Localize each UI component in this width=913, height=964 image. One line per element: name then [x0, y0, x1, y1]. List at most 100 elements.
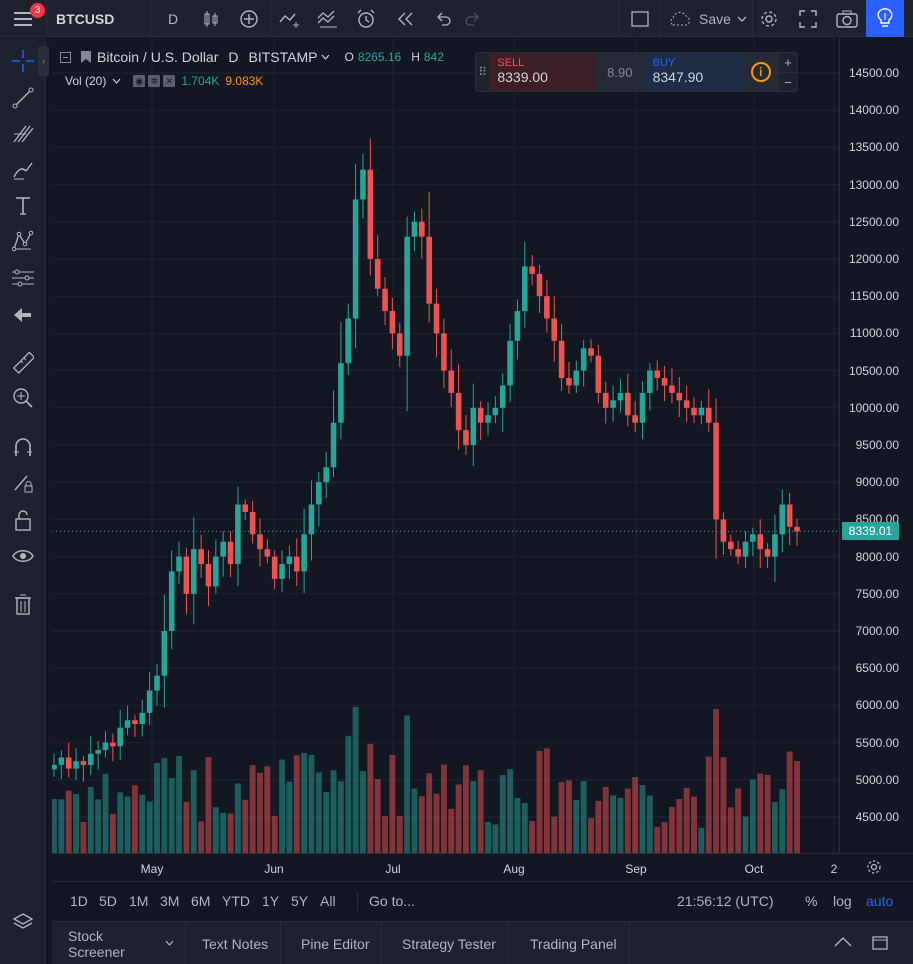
time-tick-label: Aug	[503, 862, 525, 876]
range-5y[interactable]: 5Y	[291, 893, 309, 909]
crosshair-tool[interactable]	[0, 46, 46, 76]
info-button[interactable]: i	[743, 53, 778, 91]
text-tool[interactable]	[0, 191, 46, 221]
hide-drawings-tool[interactable]	[0, 541, 46, 571]
volume-bar	[624, 788, 631, 853]
tab-label: Text Notes	[202, 935, 269, 952]
sell-button[interactable]: SELL 8339.00	[489, 53, 596, 91]
volume-bar	[588, 817, 594, 853]
buy-button[interactable]: BUY 8347.90	[644, 53, 744, 91]
measure-tool[interactable]	[0, 348, 46, 378]
object-tree-icon[interactable]	[12, 912, 34, 934]
candle-body	[124, 720, 131, 728]
undo-icon	[437, 12, 451, 26]
square-layout-icon	[631, 10, 649, 27]
indicators-button[interactable]	[273, 0, 307, 37]
fib-tool[interactable]	[0, 118, 46, 148]
price-tick-label: 11500.00	[849, 289, 899, 304]
candle-body	[772, 534, 778, 557]
chevron-down-icon[interactable]	[112, 78, 121, 85]
back-arrow-tool[interactable]	[0, 300, 46, 330]
settings-button[interactable]	[752, 0, 786, 37]
compare-button[interactable]	[232, 0, 266, 37]
range-1d[interactable]: 1D	[70, 893, 88, 909]
volume-bar	[352, 706, 359, 853]
prediction-tool[interactable]	[0, 263, 46, 293]
redo-button[interactable]	[458, 0, 488, 37]
drag-handle-icon[interactable]: ⠿	[478, 65, 488, 79]
legend-interval: D	[228, 49, 239, 65]
tab-text-notes[interactable]: Text Notes	[190, 922, 282, 964]
eye-toggle-icon[interactable]: ◉	[133, 75, 146, 87]
candle-body	[499, 385, 506, 408]
range-all[interactable]: All	[320, 893, 336, 909]
gear-icon[interactable]: ✲	[148, 75, 161, 87]
lock-drawings-tool[interactable]	[0, 505, 46, 535]
pattern-tool[interactable]	[0, 226, 46, 256]
volume-bar	[558, 782, 565, 853]
symbol-search-button[interactable]: BTCUSD	[56, 10, 115, 27]
volume-title[interactable]: Vol (20)	[65, 74, 107, 88]
tab-strategy-tester[interactable]: Strategy Tester	[390, 922, 509, 964]
range-6m[interactable]: 6M	[191, 893, 211, 909]
candle-body	[610, 400, 616, 408]
candle-body	[507, 340, 513, 386]
snapshot-button[interactable]	[830, 0, 864, 37]
maximize-panel-icon[interactable]	[872, 935, 888, 951]
tab-stock-screener[interactable]: Stock Screener	[56, 922, 186, 964]
tab-pine-editor[interactable]: Pine Editor	[289, 922, 383, 964]
fullscreen-button[interactable]	[790, 0, 826, 37]
trend-line-tool[interactable]	[0, 83, 46, 113]
templates-button[interactable]	[311, 0, 345, 37]
time-scale[interactable]: May Jun Jul Aug Sep Oct 2	[52, 853, 913, 881]
candle-body	[235, 504, 241, 565]
publish-idea-button[interactable]	[866, 0, 904, 37]
increase-button[interactable]: +	[777, 53, 797, 72]
magnet-tool[interactable]	[0, 432, 46, 462]
price-chart[interactable]	[52, 38, 839, 853]
interval-button[interactable]: D	[167, 10, 179, 27]
close-icon[interactable]: ✕	[163, 75, 176, 87]
save-button[interactable]: Save	[662, 0, 752, 37]
range-3m[interactable]: 3M	[160, 893, 180, 909]
log-toggle[interactable]: log	[833, 893, 852, 909]
main-menu-button[interactable]	[0, 0, 46, 37]
auto-toggle[interactable]: auto	[866, 893, 894, 909]
candle-body	[132, 720, 138, 724]
brush-tool[interactable]	[0, 155, 46, 185]
volume-bar	[654, 826, 661, 853]
replay-button[interactable]	[389, 0, 423, 37]
goto-button[interactable]: Go to...	[369, 893, 415, 909]
zoom-in-tool[interactable]	[0, 383, 46, 413]
chevron-up-icon[interactable]	[834, 936, 852, 948]
volume-bar	[771, 801, 778, 853]
stay-in-drawing-tool[interactable]	[0, 468, 46, 498]
gear-icon[interactable]	[866, 859, 882, 875]
tab-trading-panel[interactable]: Trading Panel	[518, 922, 630, 964]
candles-style-button[interactable]	[194, 0, 228, 37]
decrease-button[interactable]: −	[777, 72, 798, 91]
layout-button[interactable]	[623, 0, 657, 37]
flag-icon[interactable]	[81, 51, 91, 63]
percent-toggle[interactable]: %	[805, 893, 818, 909]
price-scale[interactable]: 14500.00 14000.00 13500.00 13000.00 12500.00…	[839, 38, 913, 853]
chevron-down-icon[interactable]	[321, 54, 330, 61]
volume-bar	[455, 784, 462, 853]
undo-button[interactable]	[428, 0, 458, 37]
remove-drawings-tool[interactable]	[0, 590, 46, 620]
tool-expand-arrow[interactable]: ›	[38, 46, 49, 76]
chart-pane[interactable]	[52, 38, 839, 853]
volume-bar	[198, 821, 205, 853]
symbol-description[interactable]: Bitcoin / U.S. Dollar	[97, 49, 219, 65]
candle-body	[117, 727, 124, 747]
range-1m[interactable]: 1M	[129, 893, 149, 909]
legend-collapse-button[interactable]	[60, 51, 71, 63]
utc-clock[interactable]: 21:56:12 (UTC)	[677, 893, 774, 909]
volume-bar	[433, 793, 440, 853]
range-1y[interactable]: 1Y	[262, 893, 280, 909]
volume-bar	[264, 766, 271, 853]
volume-ma-value: 9.083K	[225, 74, 264, 88]
range-5d[interactable]: 5D	[99, 893, 117, 909]
range-ytd[interactable]: YTD	[222, 893, 250, 909]
alert-button[interactable]	[350, 0, 384, 37]
